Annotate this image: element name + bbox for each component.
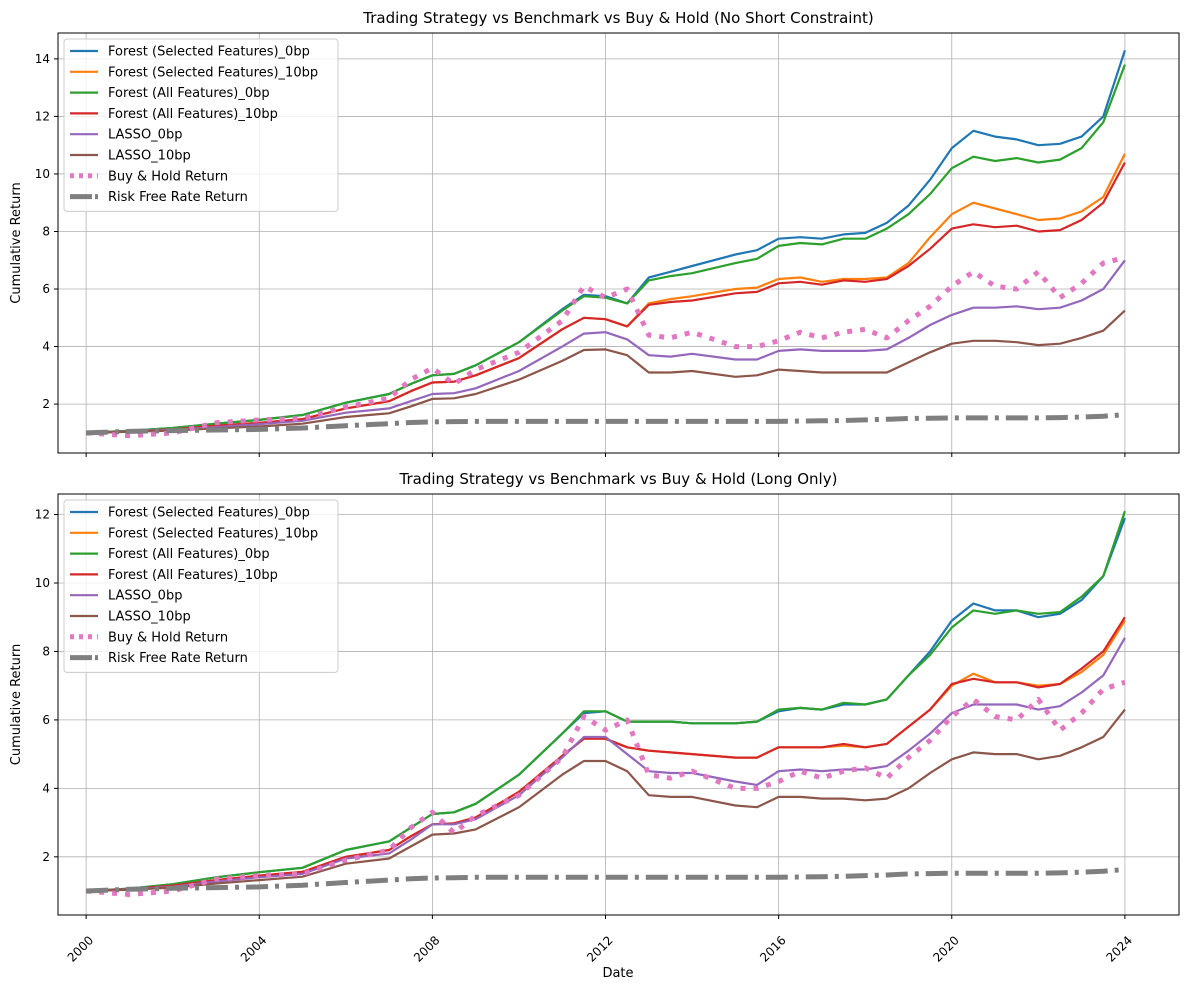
legend-label: Forest (All Features)_10bp: [108, 568, 278, 583]
legend-label: Risk Free Rate Return: [108, 651, 248, 666]
legend-label: Forest (All Features)_0bp: [108, 86, 270, 101]
legend-label: LASSO_0bp: [108, 589, 182, 604]
chart-title: Trading Strategy vs Benchmark vs Buy & H…: [362, 9, 873, 27]
legend-label: Forest (Selected Features)_10bp: [108, 526, 318, 541]
y-axis-label: Cumulative Return: [9, 182, 24, 303]
series-line: [86, 510, 1126, 893]
y-tick-label: 8: [42, 644, 50, 658]
series-line: [86, 412, 1126, 436]
series-line: [86, 259, 1126, 434]
legend-box: [63, 38, 339, 212]
y-tick-label: 14: [35, 52, 50, 66]
legend-label: Buy & Hold Return: [108, 169, 228, 184]
series-group: [85, 510, 1126, 897]
chart-title: Trading Strategy vs Benchmark vs Buy & H…: [399, 470, 838, 488]
legend-label: Risk Free Rate Return: [108, 190, 248, 205]
y-axis-label: Cumulative Return: [9, 644, 24, 765]
y-tick-label: 10: [35, 576, 50, 590]
legend-label: Forest (All Features)_0bp: [108, 547, 270, 562]
legend-label: Forest (Selected Features)_0bp: [108, 45, 310, 60]
top-chart-panel: 2 4 6 8 10 12 14 Trading Strategy vs Benchmark …: [9, 9, 1180, 457]
legend-box: [63, 499, 339, 673]
axes-frame: [57, 32, 1180, 454]
series-line: [85, 254, 1126, 439]
series-line: [85, 679, 1126, 897]
legend-label: Buy & Hold Return: [108, 630, 228, 645]
legend-label: Forest (Selected Features)_10bp: [108, 65, 318, 80]
y-tick-label: 4: [42, 340, 50, 354]
y-tick-label: 8: [42, 224, 50, 238]
axes-frame: [57, 493, 1180, 916]
series-line: [86, 867, 1126, 894]
y-tick-label: 4: [42, 781, 50, 795]
legend-label: LASSO_10bp: [108, 149, 191, 164]
legend-label: LASSO_0bp: [108, 128, 182, 143]
y-tick-label: 2: [42, 397, 50, 411]
legend-label: Forest (All Features)_10bp: [108, 107, 278, 122]
series-group: [85, 49, 1126, 439]
y-tick-label: 6: [42, 282, 50, 296]
series-line: [86, 309, 1126, 434]
y-tick-label: 10: [35, 167, 50, 181]
legend-label: Forest (Selected Features)_0bp: [108, 506, 310, 521]
series-line: [86, 64, 1126, 434]
y-tick-label: 2: [42, 850, 50, 864]
series-line: [86, 616, 1126, 893]
y-tick-label: 12: [35, 109, 50, 123]
x-axis-label: Date: [602, 966, 633, 981]
y-tick-label: 6: [42, 713, 50, 727]
y-tick-label: 12: [35, 508, 50, 522]
series-line: [86, 708, 1126, 893]
legend-label: LASSO_10bp: [108, 610, 191, 625]
